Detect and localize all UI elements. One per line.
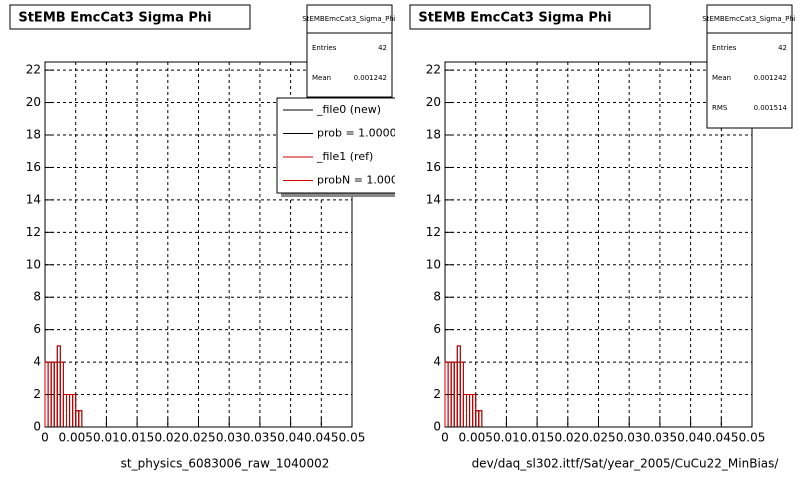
- chart-title: StEMB EmcCat3 Sigma Phi: [418, 11, 611, 26]
- y-tick-label: 10: [426, 257, 441, 271]
- x-tick-label: 0: [41, 431, 49, 445]
- x-tick-label: 0.035: [243, 431, 277, 445]
- x-tick-label: 0: [441, 431, 449, 445]
- stats-value: 42: [778, 44, 787, 52]
- x-tick-label: 0.005: [459, 431, 493, 445]
- y-tick-label: 2: [33, 387, 41, 401]
- panel: StEMB EmcCat3 Sigma Phi 0 2 4 6 8 10 12 14 16 18 20…: [409, 4, 796, 471]
- stats-title: StEMBEmcCat3_Sigma_Phi: [302, 15, 396, 23]
- legend-label: _file0 (new): [316, 103, 381, 116]
- y-tick-label: 0: [433, 420, 441, 434]
- x-tick-label: 0.025: [181, 431, 215, 445]
- y-tick-label: 22: [26, 63, 41, 77]
- y-tick-label: 10: [26, 257, 41, 271]
- x-tick-label: 0.03: [616, 431, 643, 445]
- y-tick-label: 20: [26, 95, 41, 109]
- legend-box: [276, 97, 395, 194]
- y-tick-label: 16: [426, 160, 441, 174]
- y-tick-label: 8: [433, 290, 441, 304]
- x-tick-label: 0.01: [93, 431, 120, 445]
- stats-label: Entries: [712, 44, 737, 52]
- x-tick-label: 0.02: [554, 431, 581, 445]
- stats-value: 0.001242: [354, 74, 387, 82]
- y-tick-label: 14: [426, 192, 441, 206]
- x-axis-label: dev/daq_sl302.ittf/Sat/year_2005/CuCu22_…: [472, 457, 780, 471]
- y-tick-label: 4: [433, 355, 441, 369]
- title-box: [9, 4, 251, 30]
- chart-title: StEMB EmcCat3 Sigma Phi: [18, 11, 211, 26]
- legend-label: probN = 1.000000: [317, 174, 419, 187]
- y-tick-label: 6: [33, 322, 41, 336]
- stats-box: [306, 4, 393, 98]
- stats-label: Mean: [712, 74, 731, 82]
- y-tick-label: 22: [426, 63, 441, 77]
- histogram-bin: [78, 410, 83, 427]
- x-tick-label: 0.05: [739, 431, 766, 445]
- panel: StEMB EmcCat3 Sigma Phi 0 2 4 6 8 10 12 14 16 18 20…: [9, 4, 419, 471]
- x-tick-label: 0.01: [493, 431, 520, 445]
- y-tick-label: 0: [33, 420, 41, 434]
- y-tick-label: 12: [426, 225, 441, 239]
- stats-label: Entries: [312, 44, 337, 52]
- x-tick-label: 0.025: [581, 431, 615, 445]
- x-tick-label: 0.035: [643, 431, 677, 445]
- x-tick-label: 0.03: [216, 431, 243, 445]
- title-box: [409, 4, 651, 30]
- x-tick-label: 0.045: [304, 431, 338, 445]
- x-tick-label: 0.04: [677, 431, 704, 445]
- y-tick-label: 6: [433, 322, 441, 336]
- stats-value: 42: [378, 44, 387, 52]
- y-tick-label: 2: [433, 387, 441, 401]
- y-tick-label: 14: [26, 192, 41, 206]
- stats-label: RMS: [712, 104, 728, 112]
- legend-label: _file1 (ref): [316, 150, 373, 163]
- x-tick-label: 0.04: [277, 431, 304, 445]
- x-tick-label: 0.005: [59, 431, 93, 445]
- stats-value: 0.001514: [754, 104, 788, 112]
- stats-label: Mean: [312, 74, 331, 82]
- x-tick-label: 0.015: [520, 431, 554, 445]
- y-tick-label: 8: [33, 290, 41, 304]
- y-tick-label: 4: [33, 355, 41, 369]
- stats-box: [706, 4, 793, 129]
- legend-label: prob = 1.000000: [317, 127, 411, 140]
- x-tick-label: 0.05: [339, 431, 366, 445]
- x-axis-label: st_physics_6083006_raw_1040002: [121, 457, 330, 471]
- x-tick-label: 0.02: [154, 431, 181, 445]
- y-tick-label: 18: [26, 128, 41, 142]
- histogram-bin: [478, 410, 483, 427]
- y-tick-label: 12: [26, 225, 41, 239]
- y-tick-label: 18: [426, 128, 441, 142]
- stats-title: StEMBEmcCat3_Sigma_Phi: [702, 15, 796, 23]
- x-tick-label: 0.045: [704, 431, 738, 445]
- y-tick-label: 20: [426, 95, 441, 109]
- x-tick-label: 0.015: [120, 431, 154, 445]
- y-tick-label: 16: [26, 160, 41, 174]
- stats-value: 0.001242: [754, 74, 787, 82]
